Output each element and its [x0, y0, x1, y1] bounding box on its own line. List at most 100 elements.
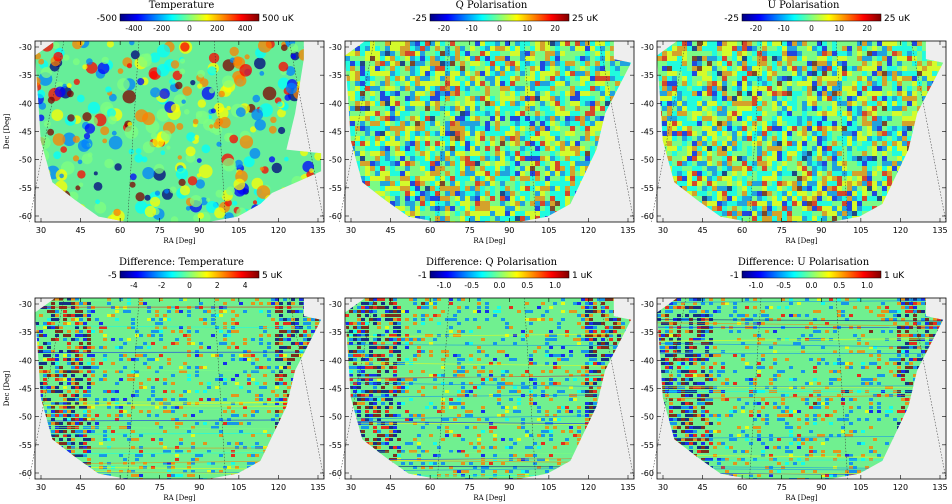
map-pixel: [797, 61, 802, 66]
map-pixel: [465, 146, 470, 151]
map-pixel: [435, 41, 440, 46]
map-pixel: [792, 131, 797, 136]
map-blob: [36, 89, 46, 99]
map-pixel: [777, 166, 782, 171]
map-pixel: [620, 61, 625, 66]
map-pixel: [585, 61, 590, 66]
map-pixel: [837, 71, 842, 76]
map-blob: [277, 101, 283, 107]
map-pixel: [540, 106, 545, 111]
map-pixel: [400, 51, 405, 56]
map-pixel: [385, 196, 390, 201]
map-pixel: [385, 86, 390, 91]
map-pixel: [490, 131, 495, 136]
map-pixel: [852, 56, 857, 61]
map-pixel: [600, 41, 605, 46]
map-pixel: [777, 61, 782, 66]
map-pixel: [535, 176, 540, 181]
map-pixel: [702, 66, 707, 71]
map-pixel: [425, 106, 430, 111]
map-pixel: [460, 146, 465, 151]
map-pixel: [450, 71, 455, 76]
map-pixel: [707, 91, 712, 96]
map-pixel: [435, 91, 440, 96]
map-pixel: [545, 61, 550, 66]
map-pixel: [465, 116, 470, 121]
map-pixel: [892, 111, 897, 116]
map-blob: [129, 181, 136, 188]
map-pixel: [812, 166, 817, 171]
map-pixel: [817, 131, 822, 136]
map-pixel: [71, 298, 75, 301]
map-pixel: [692, 131, 697, 136]
map-pixel: [717, 151, 722, 156]
x-tick-label: 120: [271, 226, 286, 235]
map-pixel: [455, 116, 460, 121]
map-pixel: [375, 66, 380, 71]
map-pixel: [485, 196, 490, 201]
map-pixel: [385, 161, 390, 166]
map-pixel: [525, 211, 530, 216]
map-pixel: [475, 121, 480, 126]
map-pixel: [510, 131, 515, 136]
x-tick-label: 75: [465, 226, 475, 235]
map-pixel: [792, 176, 797, 181]
map-blob: [226, 105, 231, 111]
map-pixel: [772, 186, 777, 191]
map-pixel: [530, 131, 535, 136]
map-pixel: [405, 166, 410, 171]
map-pixel: [490, 96, 495, 101]
map-pixel: [667, 101, 672, 106]
map-pixel: [817, 156, 822, 161]
map-pixel: [772, 201, 777, 206]
map-blob: [175, 81, 183, 90]
map-pixel: [817, 196, 822, 201]
map-pixel: [560, 181, 565, 186]
map-pixel: [742, 61, 747, 66]
map-pixel: [455, 161, 460, 166]
map-pixel: [717, 181, 722, 186]
map-pixel: [585, 71, 590, 76]
map-pixel: [545, 211, 550, 216]
map-pixel: [515, 71, 520, 76]
map-pixel: [702, 131, 707, 136]
map-pixel: [707, 201, 712, 206]
map-pixel: [580, 116, 585, 121]
map-pixel: [682, 116, 687, 121]
map-pixel: [475, 71, 480, 76]
map-pixel: [762, 206, 767, 211]
map-pixel: [852, 146, 857, 151]
map-pixel: [787, 66, 792, 71]
map-pixel: [867, 41, 872, 46]
map-pixel: [727, 211, 732, 216]
map-pixel: [702, 196, 707, 201]
map-pixel: [430, 196, 435, 201]
map-pixel: [747, 151, 752, 156]
map-pixel: [667, 96, 672, 101]
map-pixel: [525, 131, 530, 136]
map-pixel: [495, 126, 500, 131]
map-pixel: [445, 156, 450, 161]
map-pixel: [847, 141, 852, 146]
map-pixel: [682, 146, 687, 151]
map-pixel: [410, 131, 415, 136]
map-pixel: [712, 201, 717, 206]
map-pixel: [420, 166, 425, 171]
map-pixel: [590, 111, 595, 116]
x-tick-label: 90: [816, 226, 826, 235]
map-pixel: [812, 116, 817, 121]
map-blob: [142, 141, 155, 154]
map-pixel: [440, 191, 445, 196]
map-pixel: [585, 141, 590, 146]
map-pixel: [445, 76, 450, 81]
map-pixel: [662, 91, 667, 96]
map-pixel: [777, 51, 782, 56]
map-pixel: [697, 51, 702, 56]
map-pixel: [535, 46, 540, 51]
map-pixel: [360, 86, 365, 91]
map-pixel: [350, 136, 355, 141]
map-pixel: [727, 161, 732, 166]
map-pixel: [917, 91, 922, 96]
map-pixel: [505, 96, 510, 101]
map-pixel: [365, 91, 370, 96]
